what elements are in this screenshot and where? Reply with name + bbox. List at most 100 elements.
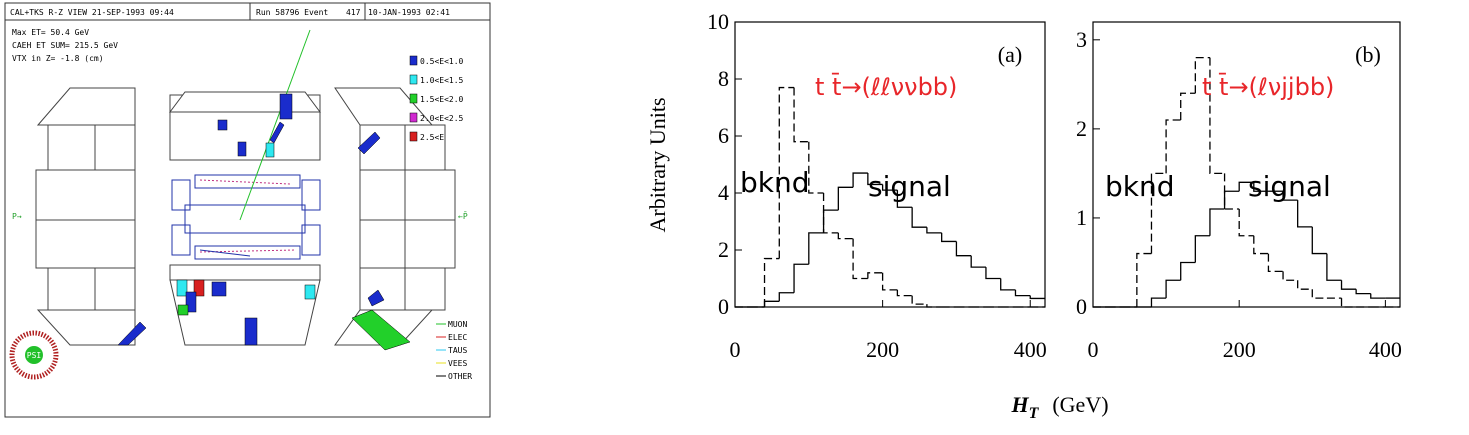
module xyxy=(169,264,321,281)
y-tick-label: 2 xyxy=(718,237,729,262)
histogram-bin xyxy=(1311,226,1327,255)
histogram-bin xyxy=(911,207,927,228)
histogram-bin xyxy=(852,172,868,188)
legend-label: MUON xyxy=(448,320,467,329)
histogram-bin xyxy=(867,272,883,279)
x-tick-label: 400 xyxy=(1369,337,1402,362)
histogram-bin xyxy=(1014,289,1031,297)
histogram-bin xyxy=(1223,190,1240,210)
histogram-bin xyxy=(1297,280,1313,290)
histogram-bin xyxy=(896,190,913,208)
histogram-bin xyxy=(1311,289,1327,299)
histogram-bin xyxy=(926,227,942,234)
histogram-bin xyxy=(911,295,927,305)
legend-swatch xyxy=(409,74,418,85)
histogram-bin xyxy=(985,267,1001,280)
histogram-bin xyxy=(896,289,913,297)
annotation: bknd xyxy=(1105,170,1175,203)
histogram-bin xyxy=(1355,289,1371,295)
x-tick-label: 0 xyxy=(1088,337,1099,362)
x-tick-label: 200 xyxy=(866,337,899,362)
x-label-subscript: T xyxy=(1029,405,1040,422)
histogram-bin xyxy=(1340,298,1357,308)
histogram-bin xyxy=(763,300,780,307)
histogram-bin xyxy=(1253,182,1269,192)
y-axis-label: Arbitrary Units xyxy=(645,97,670,232)
info-text: VTX in Z= -1.8 (cm) xyxy=(12,54,104,63)
y-tick-label: 0 xyxy=(1076,294,1087,319)
legend-swatch xyxy=(409,131,418,142)
x-tick-label: 400 xyxy=(1014,337,1047,362)
histogram-bin xyxy=(1209,57,1225,175)
histogram-bin xyxy=(1238,181,1254,192)
y-tick-label: 4 xyxy=(718,180,729,205)
histogram-bin xyxy=(852,238,868,280)
histogram-bin xyxy=(881,272,898,291)
y-tick-label: 8 xyxy=(718,66,729,91)
module xyxy=(359,169,456,221)
histogram-bin xyxy=(1297,200,1313,228)
module xyxy=(169,91,321,113)
beam-label: P→ xyxy=(12,212,22,221)
histogram-bin xyxy=(1180,92,1196,120)
histogram-bin xyxy=(778,86,795,259)
histogram-bin xyxy=(1150,172,1167,254)
histogram-bin xyxy=(1180,261,1196,281)
y-tick-label: 1 xyxy=(1076,205,1087,230)
histogram-bin xyxy=(1136,252,1152,307)
event-display: CAL+TKS R-Z VIEW 21-SEP-1993 09:44 Run 5… xyxy=(4,2,491,418)
x-tick-label: 200 xyxy=(1223,337,1256,362)
histogram-bin xyxy=(1326,253,1342,281)
x-label-symbol: H xyxy=(1010,392,1029,417)
module xyxy=(169,279,321,346)
legend-label: 2.0<E<2.5 xyxy=(420,114,464,123)
panel-label: (a) xyxy=(998,42,1022,67)
legend-label: VEES xyxy=(448,359,467,368)
tracker xyxy=(194,245,301,260)
x-tick-label: 0 xyxy=(730,337,741,362)
header-text: 10-JAN-1993 02:41 xyxy=(368,8,450,17)
info-text: Max ET= 50.4 GeV xyxy=(12,28,89,37)
histogram-bin xyxy=(970,255,986,268)
histogram-bin xyxy=(881,184,898,191)
header-text: Run 58796 Event xyxy=(256,8,328,17)
plot-frame xyxy=(1092,21,1401,308)
legend-label: 0.5<E<1.0 xyxy=(420,57,464,66)
histogram-bin xyxy=(1282,191,1298,201)
histogram-bin xyxy=(941,232,957,243)
panel-label: (b) xyxy=(1355,42,1381,67)
histogram-bin xyxy=(1165,119,1181,174)
histogram-bin xyxy=(1253,235,1269,255)
legend-label: 2.5<E xyxy=(420,133,444,142)
histogram-bin xyxy=(1000,278,1016,291)
annotation: bknd xyxy=(740,166,810,199)
histogram-bin xyxy=(1194,235,1210,263)
module xyxy=(35,219,136,269)
module xyxy=(359,219,456,269)
legend-swatch xyxy=(409,112,418,123)
legend-label: ELEC xyxy=(448,333,467,342)
histogram-bin xyxy=(822,193,839,234)
histogram-bin xyxy=(1209,208,1225,236)
histogram-bin xyxy=(778,292,795,302)
histogram-bin xyxy=(808,141,824,194)
y-tick-label: 6 xyxy=(718,123,729,148)
logo-center xyxy=(25,346,43,364)
histogram-bin xyxy=(926,304,942,308)
histogram-bin xyxy=(1282,271,1298,281)
module xyxy=(47,124,136,171)
histogram-bin xyxy=(837,186,854,211)
histogram-bin xyxy=(955,241,972,257)
process-label: t t̄→(ℓνjjbb) xyxy=(1202,72,1334,101)
histogram-bin xyxy=(1267,253,1284,273)
histogram-bin xyxy=(1370,293,1386,299)
histogram-bin xyxy=(793,87,809,143)
legend-label: 1.0<E<1.5 xyxy=(420,76,464,85)
y-tick-label: 10 xyxy=(707,9,729,34)
header-text: CAL+TKS R-Z VIEW 21-SEP-1993 09:44 xyxy=(10,8,174,17)
histogram-bin xyxy=(867,173,883,186)
beam-label: ←P̄ xyxy=(458,211,468,221)
info-text: CAEH ET SUM= 215.5 GeV xyxy=(12,41,118,50)
